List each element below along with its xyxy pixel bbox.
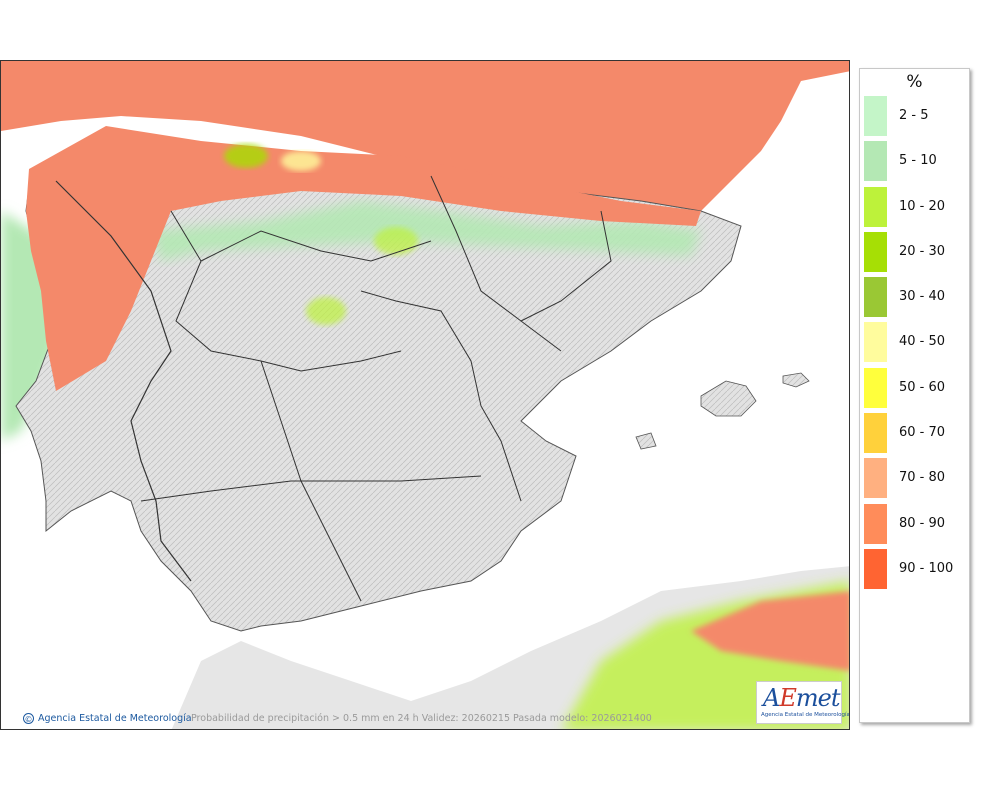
legend-label: 10 - 20 <box>899 198 946 214</box>
legend-label: 20 - 30 <box>899 243 946 259</box>
mallorca-island <box>700 380 757 417</box>
legend-label: 50 - 60 <box>899 379 946 395</box>
legend-swatch <box>864 503 887 544</box>
legend-label: 30 - 40 <box>899 289 946 305</box>
legend: % 2 - 5 5 - 10 10 - 20 20 - 30 30 - 40 40 - 5… <box>859 68 970 723</box>
legend-swatch <box>864 458 887 499</box>
legend-unit: % <box>906 72 923 92</box>
green-patch <box>374 227 418 255</box>
aemet-logo: AEmet Agencia Estatal de Meteorología <box>756 681 849 724</box>
map-caption: Probabilidad de precipitación > 0.5 mm e… <box>191 713 652 724</box>
credit-text: Agencia Estatal de Meteorología <box>38 713 192 724</box>
ibiza-island <box>635 432 657 450</box>
northwest-high-probability-area <box>26 126 701 391</box>
aemet-logo-subtitle: Agencia Estatal de Meteorología <box>761 712 850 718</box>
copyright-icon: © <box>23 713 34 724</box>
legend-label: 5 - 10 <box>899 153 937 169</box>
map-canvas <box>1 61 849 729</box>
yellow-patch <box>281 151 321 171</box>
legend-swatch <box>864 413 887 454</box>
legend-swatch <box>864 231 887 272</box>
legend-label: 60 - 70 <box>899 425 946 441</box>
green-patch <box>306 297 346 325</box>
legend-label: 2 - 5 <box>899 108 929 123</box>
france-high-probability-area <box>1 61 849 211</box>
iberian-peninsula <box>15 130 742 632</box>
legend-label: 90 - 100 <box>899 560 954 576</box>
menorca-island <box>782 372 810 388</box>
legend-swatch <box>864 277 887 318</box>
regional-boundaries <box>140 175 612 602</box>
aemet-logo-wordmark: AEmet <box>763 684 840 712</box>
legend-swatch <box>864 548 887 589</box>
credit: © Agencia Estatal de Meteorología <box>23 713 192 724</box>
portugal-border <box>55 180 192 582</box>
africa-high-probability-area <box>691 591 849 671</box>
legend-label: 80 - 90 <box>899 515 946 531</box>
north-green-band <box>151 201 701 261</box>
legend-swatch <box>864 141 887 182</box>
legend-swatch <box>864 367 887 408</box>
precipitation-probability-map: © Agencia Estatal de Meteorología Probab… <box>0 60 850 730</box>
green-patch <box>224 144 268 168</box>
legend-swatch <box>864 186 887 227</box>
legend-label: 70 - 80 <box>899 470 946 486</box>
legend-swatch <box>864 96 887 136</box>
legend-label: 40 - 50 <box>899 334 946 350</box>
legend-swatch <box>864 322 887 363</box>
